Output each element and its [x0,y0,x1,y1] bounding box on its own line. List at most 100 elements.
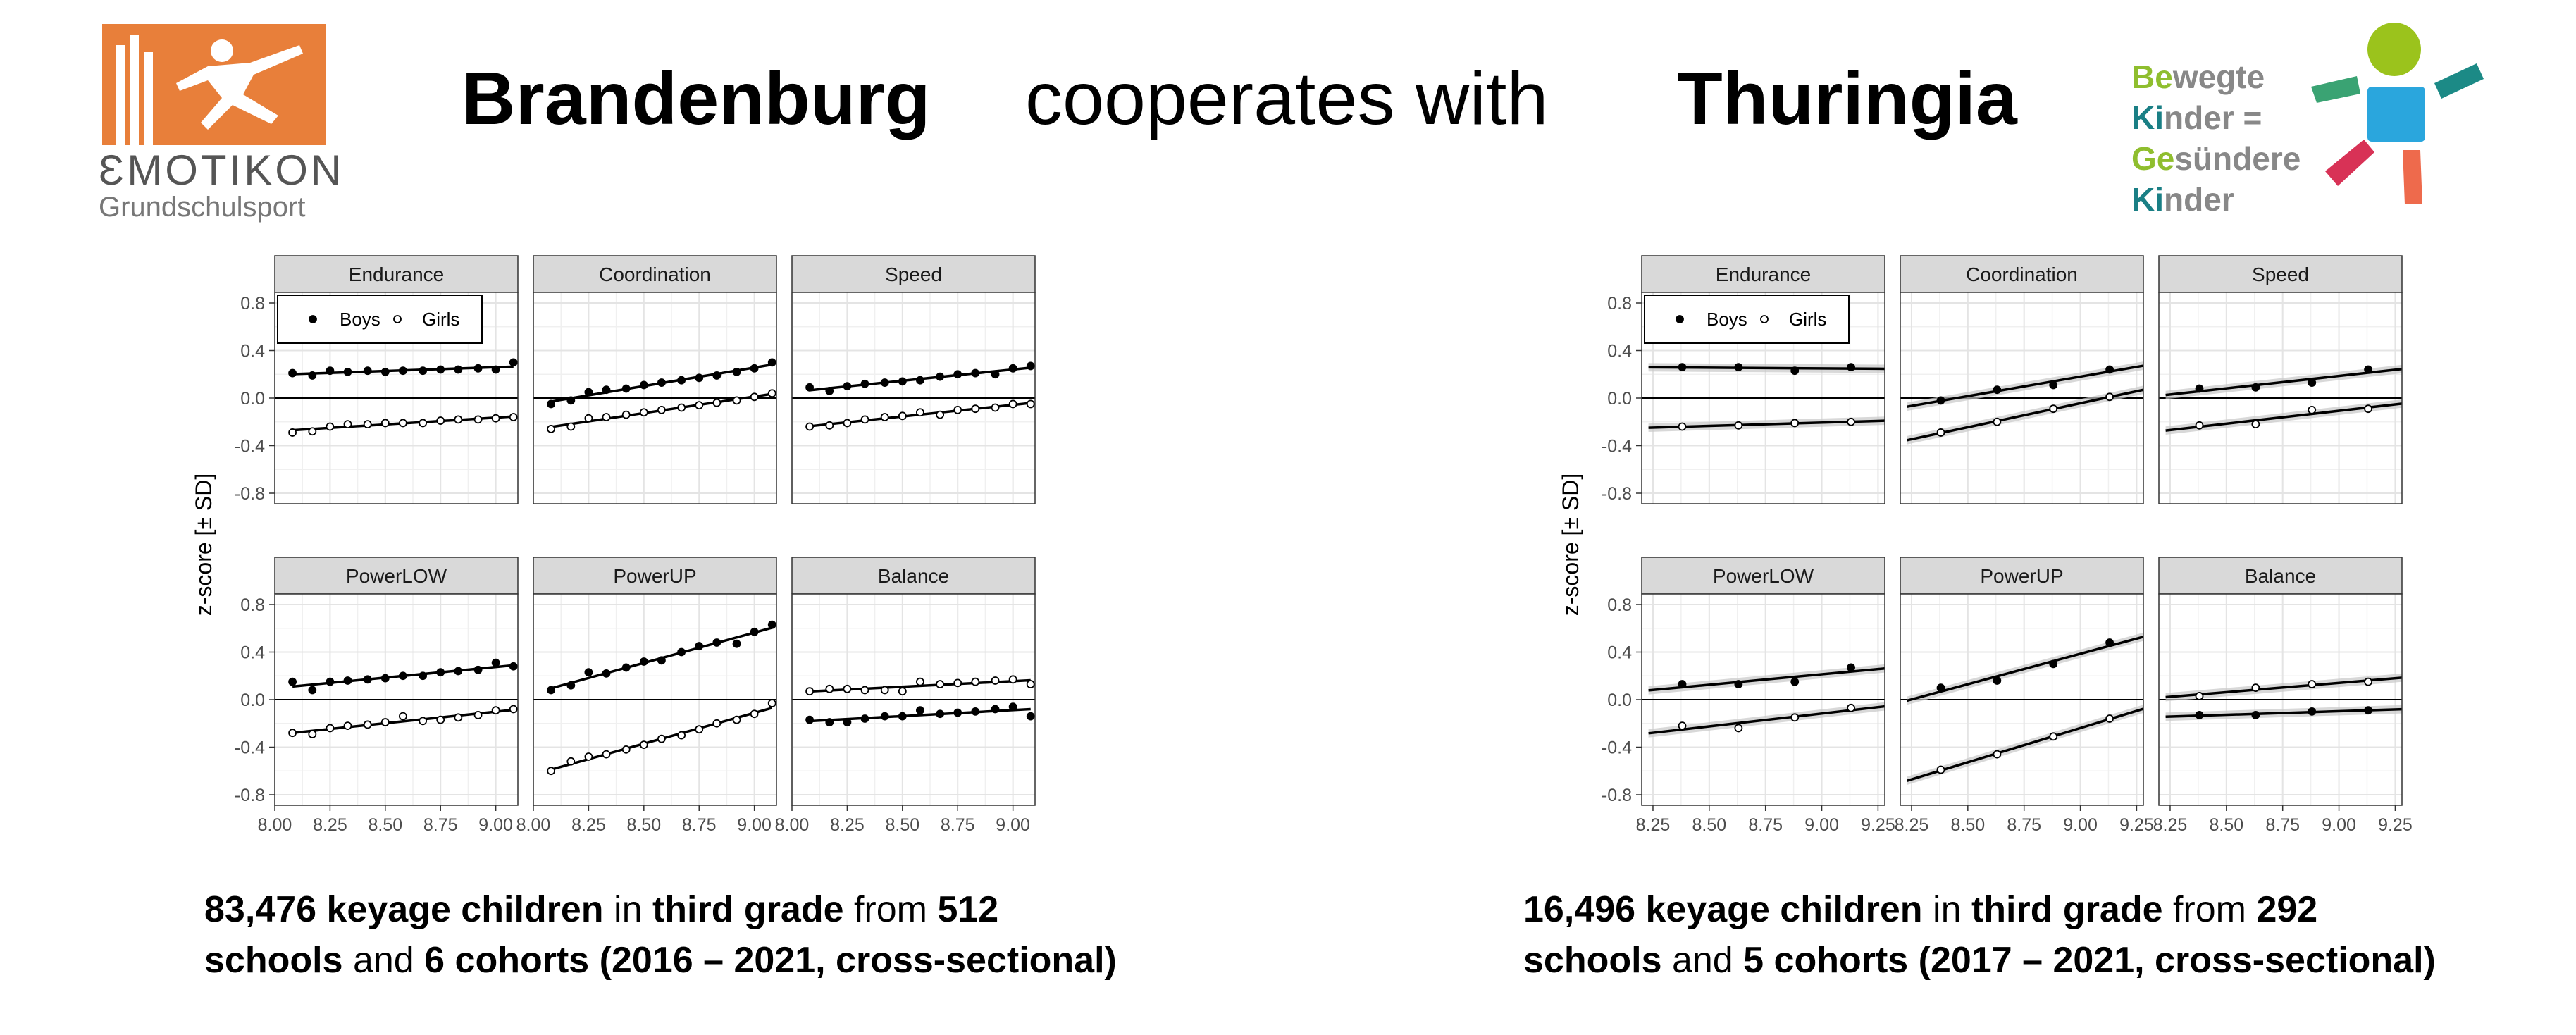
facet-strip-label-coordination: Coordination [1966,264,2078,285]
data-point-girls [621,410,631,419]
x-tick-label: 8.25 [1895,815,1929,835]
x-tick-label: 9.25 [2378,815,2413,835]
x-tick-label: 8.75 [2007,815,2041,835]
data-point-boys [898,377,907,386]
data-point-boys [898,712,907,721]
data-point-girls [843,419,852,428]
data-point-girls [380,718,390,726]
x-tick-label: 8.50 [1692,815,1726,835]
caption-left-keyage: keyage children [326,889,604,930]
data-point-boys [971,707,980,716]
data-point-boys [657,656,666,665]
regression-line-boys [1907,636,2144,702]
data-point-boys [288,677,297,686]
y-tick-label: -0.8 [235,484,265,504]
data-point-boys [1936,683,1945,693]
data-point-boys [825,718,834,726]
data-point-boys [621,663,631,672]
data-point-girls [566,757,576,766]
data-point-girls [1790,419,1800,428]
data-point-girls [2105,392,2114,402]
data-point-boys [2308,378,2317,387]
data-point-girls [1678,422,1687,431]
facet-strip-label-endurance: Endurance [1716,264,1811,285]
data-point-boys [657,378,666,387]
caption-left-schools: schools [204,940,343,981]
data-point-boys [509,662,518,671]
data-point-girls [1993,750,2002,759]
facet-strip [274,255,519,293]
data-point-girls [621,745,631,754]
x-tick-label: 8.25 [2153,815,2188,835]
data-point-boys [326,677,335,686]
data-point-boys [1734,363,1743,372]
y-tick-label: 0.0 [1607,690,1632,710]
data-point-girls [308,427,317,436]
x-tick-label: 9.00 [478,815,513,835]
caption-right-schools-n: 292 [2256,889,2318,930]
data-point-boys [639,380,648,390]
panel-border [2158,593,2403,806]
caption-left-and: and [342,940,425,981]
data-point-girls [825,684,834,693]
data-point-girls [363,420,372,429]
y-tick-label: 0.0 [1607,389,1632,409]
caption-right-and: and [1661,940,1744,981]
data-point-boys [2049,659,2058,669]
data-point-girls [2308,680,2317,688]
facet-strip-label-endurance: Endurance [349,264,444,285]
caption-right-n: 16,496 [1523,889,1636,930]
data-point-girls [1936,765,1945,774]
panel-border [791,292,1036,504]
chart-brandenburg: Endurance 0.8 0.4 0.0 -0.4 -0.8 Boys Girls Coord… [191,255,1036,835]
data-point-girls [473,415,483,424]
data-point-boys [677,647,686,657]
emotikon-logo-sub: Grundschulsport [99,192,306,223]
data-point-boys [2364,706,2372,715]
data-point-girls [436,715,445,724]
data-point-girls [971,677,980,686]
data-point-boys [1993,676,2002,685]
data-point-girls [843,684,852,693]
caption-right-schools: schools [1523,940,1662,981]
data-point-boys [1678,363,1687,372]
legend-label-boys: Boys [340,309,380,330]
data-point-girls [1847,417,1855,426]
logo-text-ki-1: Ki [2131,99,2164,136]
data-point-girls [880,686,889,695]
regression-line-boys [2165,707,2403,719]
x-tick-label: 8.75 [682,815,717,835]
data-point-boys [308,686,317,695]
data-point-boys [2364,365,2372,374]
caption-left-schools-n: 512 [937,889,999,930]
data-point-boys [491,365,500,374]
logo-text-nder-2: nder [2164,181,2234,218]
caption-left-cohorts: 6 cohorts (2016 – 2021, cross-sectional) [424,940,1117,981]
y-tick-label: 0.4 [1607,643,1632,663]
data-point-girls [936,680,945,688]
data-point-boys [732,367,741,376]
facet-strip [2158,557,2403,595]
data-point-girls [584,414,593,423]
chart-thuringia: Endurance 0.8 0.4 0.0 -0.4 -0.8 Boys Girls Coord… [1558,255,2413,835]
legend-box [277,295,483,344]
data-point-boys [971,368,980,378]
facet-strip-label-balance: Balance [878,565,949,587]
data-point-boys [953,370,962,379]
caption-thuringia: 16,496 keyage children in third grade fr… [1523,884,2436,986]
data-point-boys [1993,385,2002,395]
kids-figure-icon [2311,23,2484,204]
data-point-girls [602,413,611,421]
bewegte-kinder-logo: Bewegte Kinder = Gesündere Kinder [2128,20,2551,218]
data-point-boys [436,668,445,677]
emotikon-logo-name: ƐMOTIKON [99,147,345,194]
panel-border [1900,593,2144,806]
x-tick-label: 8.50 [368,815,402,835]
data-point-boys [288,368,297,378]
data-point-boys [621,384,631,393]
data-point-girls [657,734,666,743]
data-point-girls [695,401,704,410]
legend-key-boys [1676,315,1684,323]
data-point-boys [602,385,611,395]
data-point-girls [326,724,335,733]
